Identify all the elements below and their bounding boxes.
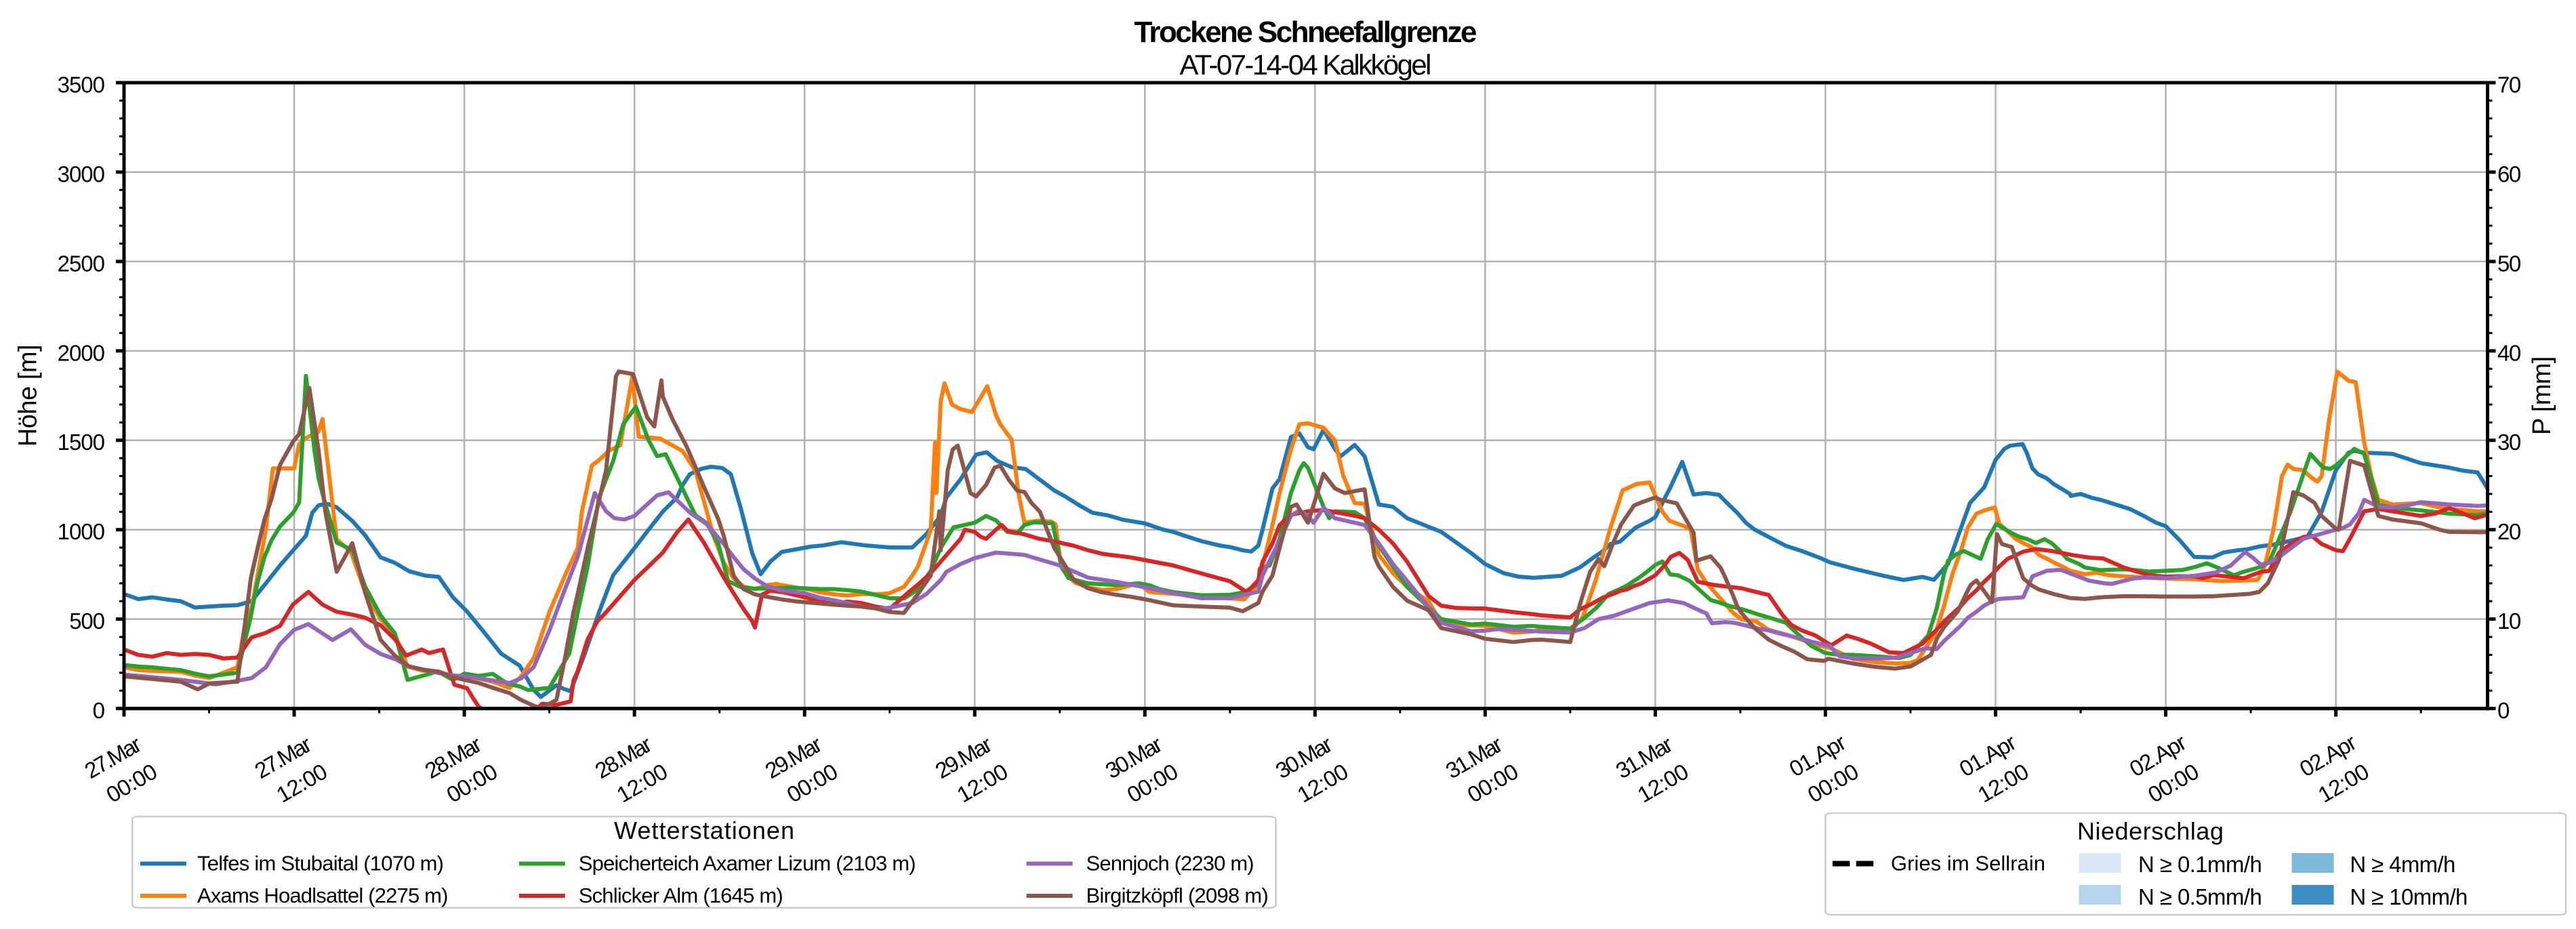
svg-text:Axams Hoadlsattel (2275 m): Axams Hoadlsattel (2275 m) bbox=[197, 884, 449, 907]
svg-text:Wetterstationen: Wetterstationen bbox=[614, 817, 794, 844]
svg-text:N ≥ 4mm/h: N ≥ 4mm/h bbox=[2350, 852, 2455, 877]
svg-text:0: 0 bbox=[2497, 698, 2510, 723]
svg-text:2500: 2500 bbox=[58, 251, 105, 276]
svg-text:70: 70 bbox=[2497, 72, 2521, 97]
svg-text:Höhe [m]: Höhe [m] bbox=[14, 344, 43, 447]
svg-text:Trockene Schneefallgrenze: Trockene Schneefallgrenze bbox=[1134, 16, 1477, 49]
svg-text:3500: 3500 bbox=[58, 72, 105, 97]
svg-text:Niederschlag: Niederschlag bbox=[2077, 817, 2224, 845]
svg-text:40: 40 bbox=[2497, 340, 2521, 365]
svg-text:0: 0 bbox=[93, 698, 105, 723]
svg-text:Telfes im Stubaital (1070 m): Telfes im Stubaital (1070 m) bbox=[197, 851, 444, 875]
svg-text:Sennjoch (2230 m): Sennjoch (2230 m) bbox=[1086, 851, 1254, 875]
svg-text:60: 60 bbox=[2497, 161, 2521, 186]
svg-text:500: 500 bbox=[69, 608, 105, 634]
svg-text:50: 50 bbox=[2497, 251, 2521, 276]
svg-text:N ≥ 0.5mm/h: N ≥ 0.5mm/h bbox=[2138, 884, 2262, 909]
svg-text:AT-07-14-04 Kalkkögel: AT-07-14-04 Kalkkögel bbox=[1180, 49, 1432, 81]
svg-text:10: 10 bbox=[2497, 608, 2521, 634]
svg-text:N ≥ 10mm/h: N ≥ 10mm/h bbox=[2350, 884, 2468, 909]
svg-text:P [mm]: P [mm] bbox=[2528, 356, 2556, 435]
svg-text:Gries im Sellrain: Gries im Sellrain bbox=[1891, 851, 2045, 875]
svg-text:Birgitzköpfl (2098 m): Birgitzköpfl (2098 m) bbox=[1086, 884, 1269, 907]
svg-text:Schlicker Alm (1645 m): Schlicker Alm (1645 m) bbox=[579, 884, 783, 907]
svg-text:Speicherteich Axamer Lizum (21: Speicherteich Axamer Lizum (2103 m) bbox=[579, 851, 916, 875]
svg-text:30: 30 bbox=[2497, 430, 2521, 455]
svg-text:1500: 1500 bbox=[58, 430, 105, 455]
svg-text:N ≥ 0.1mm/h: N ≥ 0.1mm/h bbox=[2138, 852, 2262, 877]
svg-text:2000: 2000 bbox=[58, 340, 105, 365]
svg-text:3000: 3000 bbox=[58, 161, 105, 186]
svg-text:20: 20 bbox=[2497, 519, 2521, 544]
svg-text:1000: 1000 bbox=[58, 519, 105, 544]
